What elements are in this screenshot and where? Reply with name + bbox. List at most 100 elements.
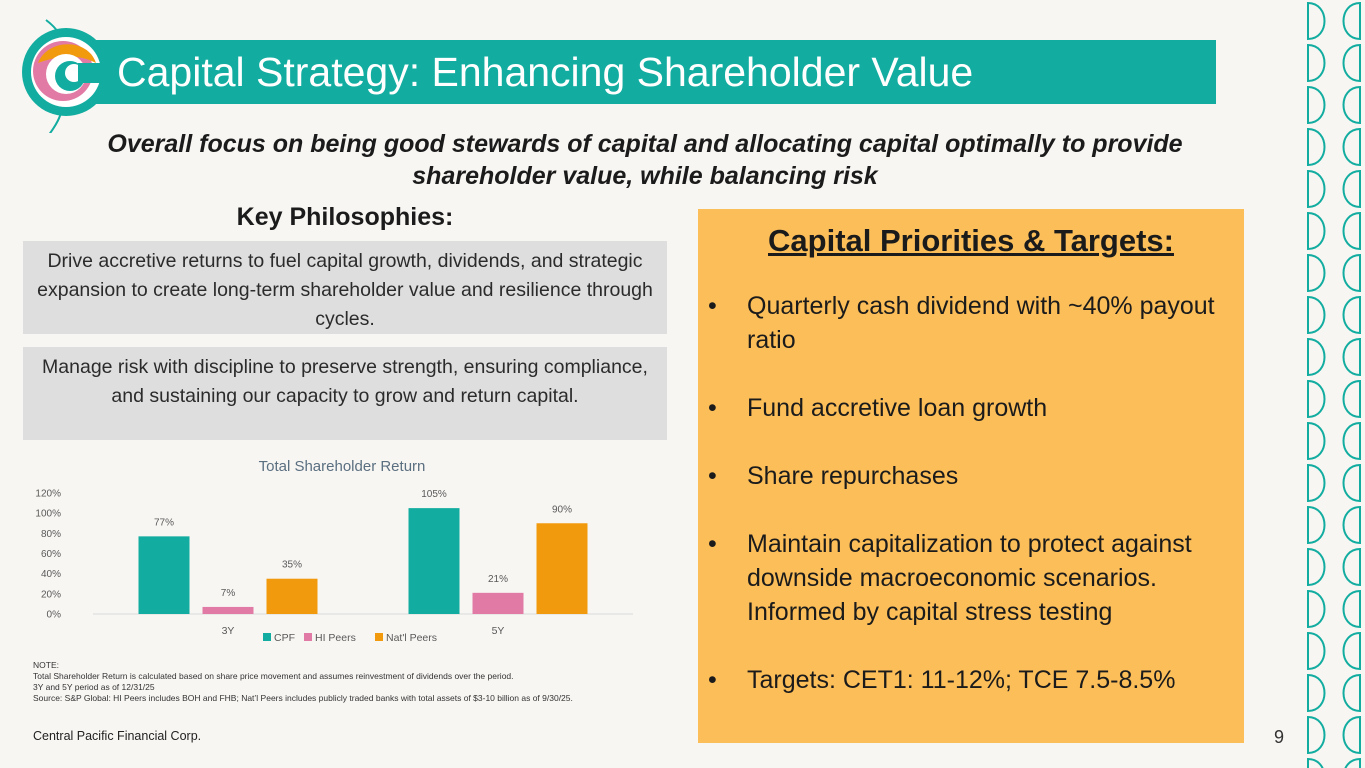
bar-5y-natlpeers xyxy=(536,523,588,614)
pattern-shape xyxy=(1307,715,1326,755)
pattern-shape xyxy=(1342,43,1361,83)
capital-priorities-panel: Capital Priorities & Targets: • Quarterly… xyxy=(698,209,1244,743)
footer-company: Central Pacific Financial Corp. xyxy=(33,729,202,743)
y-tick-label: 40% xyxy=(41,569,61,580)
bullet-icon: • xyxy=(708,292,717,320)
bar-5y-cpf xyxy=(408,508,460,614)
pattern-shape xyxy=(1342,169,1361,209)
pattern-shape xyxy=(1307,295,1326,335)
key-philosophies-title: Key Philosophies: xyxy=(236,203,454,231)
priority-item: • Fund accretive loan growth xyxy=(708,391,1218,425)
pattern-shape xyxy=(1342,673,1361,713)
y-tick-label: 100% xyxy=(35,509,61,520)
bullet-icon: • xyxy=(708,666,717,694)
y-tick-label: 120% xyxy=(35,489,61,500)
pattern-shape xyxy=(1342,631,1361,671)
y-tick-label: 80% xyxy=(41,529,61,540)
priorities-list: • Quarterly cash dividend with ~40% payou… xyxy=(708,255,1218,697)
data-label: 7% xyxy=(221,588,236,599)
pattern-shape xyxy=(1342,127,1361,167)
pattern-shape xyxy=(1307,1,1326,41)
chart-title: Total Shareholder Return xyxy=(259,458,426,475)
bar-3y-hipeers xyxy=(202,606,254,614)
note-line-2: 3Y and 5Y period as of 12/31/25 xyxy=(33,682,155,692)
data-label: 35% xyxy=(282,560,302,571)
priority-item: • Maintain capitalization to protect agai… xyxy=(708,527,1218,629)
legend-swatch xyxy=(263,633,271,641)
pattern-shape xyxy=(1307,85,1326,125)
pattern-shape xyxy=(1307,463,1326,503)
legend-swatch xyxy=(375,633,383,641)
pattern-shape xyxy=(1307,211,1326,251)
page-number: 9 xyxy=(1274,727,1285,747)
pattern-shape xyxy=(1307,43,1326,83)
priority-text: Maintain capitalization to protect again… xyxy=(747,530,1192,626)
pattern-shape xyxy=(1344,757,1361,768)
pattern-shape xyxy=(1307,757,1324,768)
bullet-icon: • xyxy=(708,462,717,490)
decorative-pattern-icon xyxy=(1307,1,1361,768)
data-label: 77% xyxy=(154,517,174,528)
pattern-shape xyxy=(1342,505,1361,545)
note-line-1: Total Shareholder Return is calculated b… xyxy=(33,671,514,681)
pattern-shape xyxy=(1342,463,1361,503)
priority-item: • Targets: CET1: 11-12%; TCE 7.5-8.5% xyxy=(708,663,1218,697)
bullet-icon: • xyxy=(708,394,717,422)
pattern-shape xyxy=(1307,505,1326,545)
category-label: 3Y xyxy=(222,625,235,637)
bullet-icon: • xyxy=(708,530,717,558)
pattern-shape xyxy=(1342,337,1361,377)
pattern-shape xyxy=(1342,211,1361,251)
subtitle: Overall focus on being good stewards of … xyxy=(90,128,1200,192)
pattern-shape xyxy=(1307,337,1326,377)
page-title: Capital Strategy: Enhancing Shareholder … xyxy=(117,49,974,95)
pattern-shape xyxy=(1307,253,1326,293)
bar-3y-cpf xyxy=(138,536,190,614)
y-tick-label: 20% xyxy=(41,589,61,600)
bar-3y-natlpeers xyxy=(266,578,318,614)
data-label: 105% xyxy=(421,489,447,500)
pattern-shape xyxy=(1307,589,1326,629)
y-tick-label: 60% xyxy=(41,549,61,560)
subtitle-line-1: Overall focus on being good stewards of … xyxy=(107,130,1183,158)
priority-text: Targets: CET1: 11-12%; TCE 7.5-8.5% xyxy=(747,666,1176,694)
legend-swatch xyxy=(304,633,312,641)
bar-5y-hipeers xyxy=(472,592,524,614)
philosophy-box-1: Drive accretive returns to fuel capital … xyxy=(23,241,667,334)
pattern-shape xyxy=(1342,589,1361,629)
category-label: 5Y xyxy=(492,625,505,637)
pattern-shape xyxy=(1342,715,1361,755)
note-heading: NOTE: xyxy=(33,660,59,670)
data-label: 90% xyxy=(552,504,572,515)
y-tick-label: 0% xyxy=(47,610,62,621)
philosophy-box-2: Manage risk with discipline to preserve … xyxy=(23,347,667,440)
total-shareholder-return-chart: Total Shareholder Return 0% 20% 40% 60% 80% 1… xyxy=(35,458,633,644)
priority-text: Quarterly cash dividend with ~40% payout… xyxy=(747,292,1215,354)
pattern-shape xyxy=(1307,673,1326,713)
pattern-shape xyxy=(1342,295,1361,335)
pattern-shape xyxy=(1342,421,1361,461)
note-line-3: Source: S&P Global: HI Peers includes BO… xyxy=(33,693,573,703)
pattern-shape xyxy=(1307,169,1326,209)
pattern-shape xyxy=(1342,85,1361,125)
pattern-shape xyxy=(1342,379,1361,419)
notes-block: NOTE: Total Shareholder Return is calcul… xyxy=(33,660,673,704)
priority-text: Share repurchases xyxy=(747,462,959,490)
title-bar xyxy=(60,40,1216,104)
pattern-shape xyxy=(1307,631,1326,671)
pattern-shape xyxy=(1307,421,1326,461)
legend-label: CPF xyxy=(274,632,295,644)
priority-item: • Quarterly cash dividend with ~40% payou… xyxy=(708,289,1218,357)
legend-label: HI Peers xyxy=(315,632,356,644)
pattern-shape xyxy=(1307,379,1326,419)
subtitle-line-2: shareholder value, while balancing risk xyxy=(412,162,878,190)
data-label: 21% xyxy=(488,574,508,585)
priorities-title: Capital Priorities & Targets: xyxy=(768,223,1174,258)
pattern-shape xyxy=(1307,547,1326,587)
priority-item: • Share repurchases xyxy=(708,459,1218,493)
pattern-shape xyxy=(1342,253,1361,293)
priority-text: Fund accretive loan growth xyxy=(747,394,1048,422)
company-logo-icon xyxy=(22,19,118,133)
pattern-shape xyxy=(1307,127,1326,167)
pattern-shape xyxy=(1342,547,1361,587)
